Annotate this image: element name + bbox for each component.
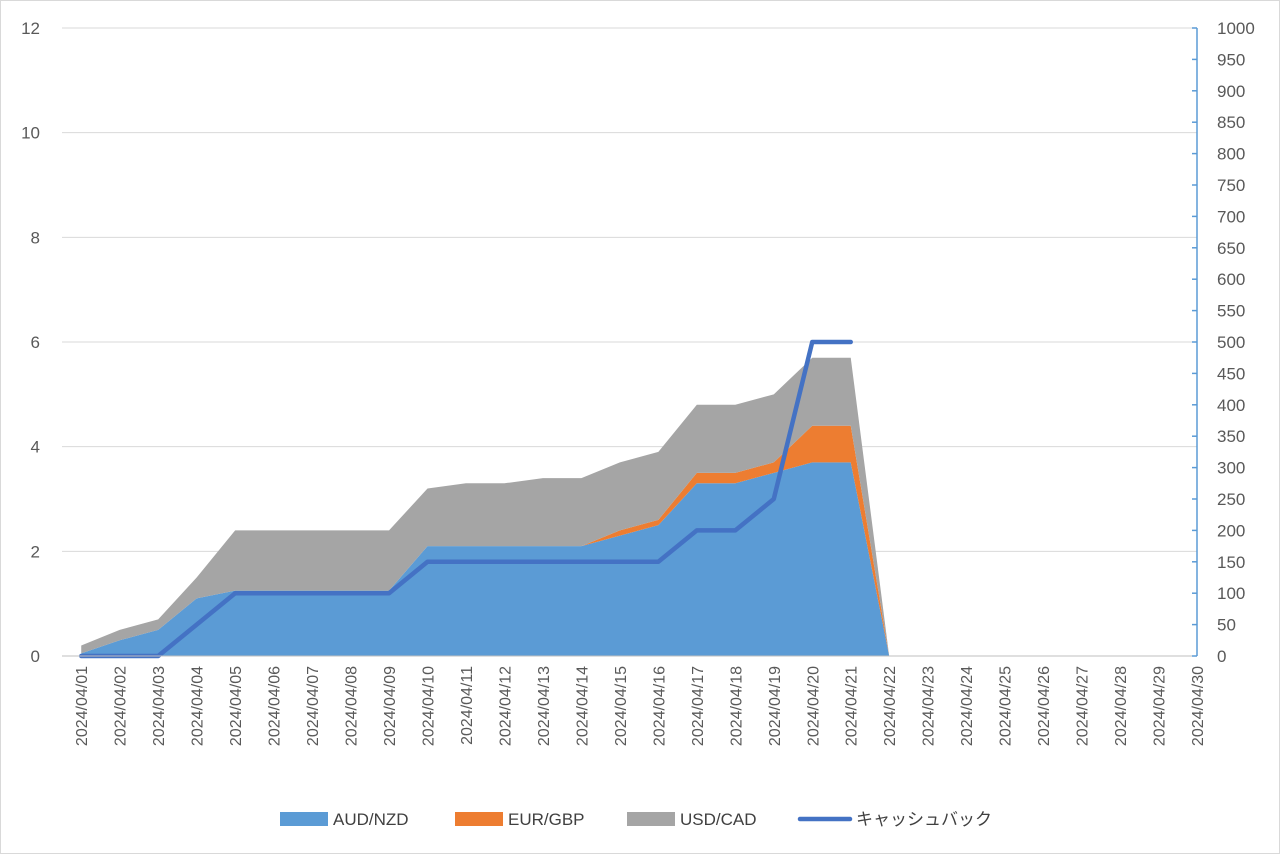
legend-swatch — [455, 812, 503, 826]
area-series-aud-nzd — [81, 462, 890, 656]
y-right-tick-label: 1000 — [1217, 19, 1255, 38]
legend-label: USD/CAD — [680, 810, 757, 829]
area-series-eur-gbp — [81, 425, 890, 656]
x-tick-label: 2024/04/06 — [267, 666, 284, 746]
x-tick-label: 2024/04/19 — [767, 666, 784, 746]
y-right-tick-label: 850 — [1217, 113, 1245, 132]
y-right-tick-label: 300 — [1217, 459, 1245, 478]
legend-label: キャッシュバック — [856, 810, 992, 829]
legend-item: EUR/GBP — [455, 810, 585, 829]
x-tick-label: 2024/04/23 — [921, 666, 938, 746]
y-right-tick-label: 900 — [1217, 82, 1245, 101]
y-left-tick-label: 10 — [21, 124, 40, 143]
x-tick-label: 2024/04/30 — [1190, 666, 1207, 746]
x-tick-label: 2024/04/24 — [959, 666, 976, 746]
x-tick-label: 2024/04/13 — [536, 666, 553, 746]
y-right-tick-label: 600 — [1217, 270, 1245, 289]
legend-swatch — [280, 812, 328, 826]
legend-item: キャッシュバック — [797, 810, 992, 829]
x-tick-label: 2024/04/25 — [998, 666, 1015, 746]
y-right-tick-label: 950 — [1217, 50, 1245, 69]
x-tick-label: 2024/04/02 — [113, 666, 130, 746]
x-tick-label: 2024/04/18 — [728, 666, 745, 746]
x-tick-label: 2024/04/04 — [190, 666, 207, 746]
y-right-tick-label: 550 — [1217, 302, 1245, 321]
x-tick-label: 2024/04/14 — [574, 666, 591, 746]
y-right-tick-label: 450 — [1217, 364, 1245, 383]
y-right-tick-label: 0 — [1217, 647, 1226, 666]
y-left-tick-label: 0 — [31, 647, 40, 666]
x-tick-label: 2024/04/26 — [1036, 666, 1053, 746]
x-tick-label: 2024/04/15 — [613, 666, 630, 746]
y-right-tick-label: 650 — [1217, 239, 1245, 258]
y-axis-right-labels: 0 50 100 150 200 250 300 350 400 450 500 550 600 650 7… — [1217, 19, 1255, 666]
x-tick-label: 2024/04/28 — [1113, 666, 1130, 746]
x-tick-label: 2024/04/03 — [151, 666, 168, 746]
y-left-tick-label: 2 — [31, 542, 40, 561]
x-tick-label: 2024/04/17 — [690, 666, 707, 746]
y-right-tick-label: 500 — [1217, 333, 1245, 352]
axes — [62, 27, 1198, 657]
x-tick-label: 2024/04/27 — [1075, 666, 1092, 746]
x-tick-label: 2024/04/16 — [651, 666, 668, 746]
x-axis-labels: 2024/04/01 2024/04/02 2024/04/03 2024/04/04… — [74, 666, 1207, 746]
y-left-tick-label: 4 — [31, 438, 40, 457]
line-series-cashback — [78, 339, 853, 659]
y-right-tick-label: 750 — [1217, 176, 1245, 195]
y-left-tick-label: 12 — [21, 19, 40, 38]
y-right-tick-label: 700 — [1217, 207, 1245, 226]
x-tick-label: 2024/04/10 — [421, 666, 438, 746]
x-tick-label: 2024/04/07 — [305, 666, 322, 746]
legend-label: AUD/NZD — [333, 810, 409, 829]
y-axis-left-labels: 0 2 4 6 8 10 12 — [21, 19, 40, 666]
y-right-tick-label: 100 — [1217, 584, 1245, 603]
legend-item: AUD/NZD — [280, 810, 409, 829]
x-tick-label: 2024/04/22 — [882, 666, 899, 746]
y-left-tick-label: 8 — [31, 228, 40, 247]
x-tick-label: 2024/04/21 — [844, 666, 861, 746]
legend-swatch — [627, 812, 675, 826]
x-tick-label: 2024/04/11 — [459, 666, 476, 745]
y-right-tick-label: 50 — [1217, 616, 1236, 635]
y-right-tick-label: 250 — [1217, 490, 1245, 509]
legend-label: EUR/GBP — [508, 810, 585, 829]
legend-item: USD/CAD — [627, 810, 757, 829]
y-right-tick-label: 350 — [1217, 427, 1245, 446]
x-tick-label: 2024/04/01 — [74, 666, 91, 746]
y-right-tick-label: 200 — [1217, 521, 1245, 540]
x-tick-label: 2024/04/05 — [228, 666, 245, 746]
x-tick-label: 2024/04/08 — [344, 666, 361, 746]
legend: AUD/NZD EUR/GBP USD/CAD キャッシュバック — [280, 810, 992, 829]
stacked-areas — [81, 357, 890, 656]
x-tick-label: 2024/04/20 — [805, 666, 822, 746]
y-right-tick-label: 150 — [1217, 553, 1245, 572]
x-tick-label: 2024/04/09 — [382, 666, 399, 746]
y-left-tick-label: 6 — [31, 333, 40, 352]
y-right-tick-label: 800 — [1217, 145, 1245, 164]
y-right-tick-label: 400 — [1217, 396, 1245, 415]
x-tick-label: 2024/04/29 — [1152, 666, 1169, 746]
line-series — [78, 339, 853, 659]
x-tick-label: 2024/04/12 — [497, 666, 514, 746]
area-series-usd-cad — [81, 357, 890, 656]
